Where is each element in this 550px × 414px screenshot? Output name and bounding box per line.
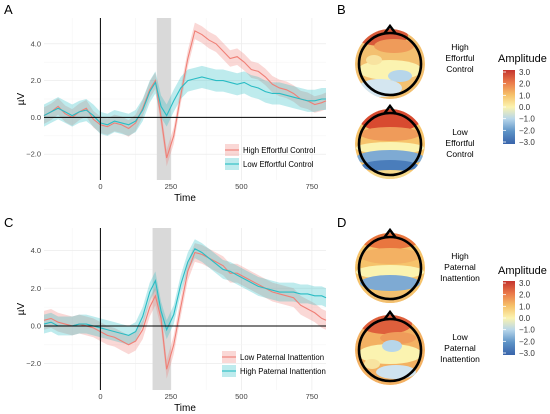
legend-label-0: High Effortful Control	[243, 146, 315, 155]
x-tick-label: 0	[98, 182, 102, 191]
colorbar-tick-label: −1.0	[519, 326, 535, 335]
time-window-highlight	[156, 18, 171, 180]
svg-text:Low: Low	[452, 332, 468, 342]
panel-label-d: D	[337, 215, 346, 230]
y-tick-label: 2.0	[31, 284, 41, 293]
y-axis-title: µV	[16, 302, 27, 315]
series-legend: Low Paternal Inattention High Paternal In…	[222, 351, 326, 377]
colorbar-tick-label: −3.0	[519, 349, 535, 358]
svg-text:Effortful: Effortful	[445, 53, 474, 63]
erp-plot-a: 0 250 500 750 −2.0 0.0 2.0 4.0 Time µV High Effort…	[16, 18, 327, 204]
confidence-band-series-1	[44, 239, 326, 345]
svg-text:High: High	[451, 42, 469, 52]
topomap-d-high	[355, 227, 425, 303]
confidence-band-series-0	[44, 22, 326, 167]
scalp-label-b-high: High Effortful Control	[445, 42, 474, 74]
svg-text:Inattention: Inattention	[440, 273, 480, 283]
colorbar-tick-label: 3.0	[519, 68, 531, 77]
y-tick-label: 4.0	[31, 39, 41, 48]
svg-text:Inattention: Inattention	[440, 354, 480, 364]
series-line-1	[43, 76, 326, 126]
y-tick-label: −2.0	[26, 150, 41, 159]
colorbar-tick-label: 2.0	[519, 80, 531, 89]
svg-text:Control: Control	[446, 149, 474, 159]
svg-text:Low: Low	[452, 127, 468, 137]
x-tick-label: 750	[306, 392, 319, 401]
scalp-label-d-low: Low Paternal Inattention	[440, 332, 480, 364]
colorbar-tick-label: 0.0	[519, 314, 531, 323]
scalp-label-b-low: Low Effortful Control	[445, 127, 474, 159]
y-tick-label: 0.0	[31, 113, 41, 122]
erp-plot-c: 0 250 500 750 −2.0 0.0 2.0 4.0 Time µV Low Paterna…	[16, 228, 327, 414]
panel-label-c: C	[4, 215, 13, 230]
svg-text:Effortful: Effortful	[445, 138, 474, 148]
colorbar-tick-label: −2.0	[519, 337, 535, 346]
amplitude-legend-b: Amplitude 3.0 2.0 1.0 0.0 −1.0 −2.0 −3.0	[498, 53, 547, 147]
amplitude-colorbar-b	[503, 70, 515, 144]
colorbar-tick-label: 2.0	[519, 291, 531, 300]
colorbar-tick-label: −2.0	[519, 126, 535, 135]
series-line-0	[43, 251, 327, 370]
y-tick-label: −2.0	[26, 359, 41, 368]
y-tick-label: 0.0	[31, 321, 41, 330]
confidence-band-series-0	[44, 243, 326, 379]
legend-label-0: Low Paternal Inattention	[240, 353, 324, 362]
colorbar-tick-label: 3.0	[519, 279, 531, 288]
series-legend: High Effortful Control Low Effortful Cont…	[225, 144, 315, 170]
topomap-d-low	[355, 309, 425, 385]
y-axis-title: µV	[16, 92, 27, 105]
legend-label-1: Low Effortful Control	[243, 160, 314, 169]
svg-text:High: High	[451, 251, 469, 261]
colorbar-tick-label: −1.0	[519, 115, 535, 124]
x-tick-label: 250	[165, 182, 178, 191]
confidence-band-series-1	[44, 65, 326, 136]
y-tick-label: 2.0	[31, 76, 41, 85]
x-axis-title: Time	[174, 403, 196, 414]
svg-text:Control: Control	[446, 64, 474, 74]
x-tick-label: 250	[165, 392, 178, 401]
amplitude-legend-d: Amplitude 3.0 2.0 1.0 0.0 −1.0 −2.0 −3.0	[498, 265, 547, 358]
amplitude-legend-title-d: Amplitude	[498, 265, 547, 277]
x-tick-label: 0	[98, 392, 102, 401]
svg-text:Paternal: Paternal	[444, 343, 476, 353]
x-tick-label: 750	[306, 182, 319, 191]
colorbar-tick-label: 0.0	[519, 103, 531, 112]
y-tick-label: 4.0	[31, 246, 41, 255]
svg-text:Paternal: Paternal	[444, 262, 476, 272]
colorbar-tick-label: 1.0	[519, 91, 531, 100]
colorbar-tick-label: 1.0	[519, 302, 531, 311]
panel-label-b: B	[337, 2, 346, 17]
x-axis-title: Time	[174, 193, 196, 204]
scalp-label-d-high: High Paternal Inattention	[440, 251, 480, 283]
panel-label-a: A	[4, 2, 13, 17]
topomap-b-high	[355, 23, 425, 99]
colorbar-tick-label: −3.0	[519, 138, 535, 147]
legend-label-1: High Paternal Inattention	[240, 367, 326, 376]
x-tick-label: 500	[235, 182, 248, 191]
amplitude-colorbar-d	[503, 281, 515, 355]
topomap-b-low	[355, 103, 425, 179]
time-window-highlight	[152, 228, 171, 390]
amplitude-legend-title-b: Amplitude	[498, 53, 547, 65]
x-tick-label: 500	[235, 392, 248, 401]
